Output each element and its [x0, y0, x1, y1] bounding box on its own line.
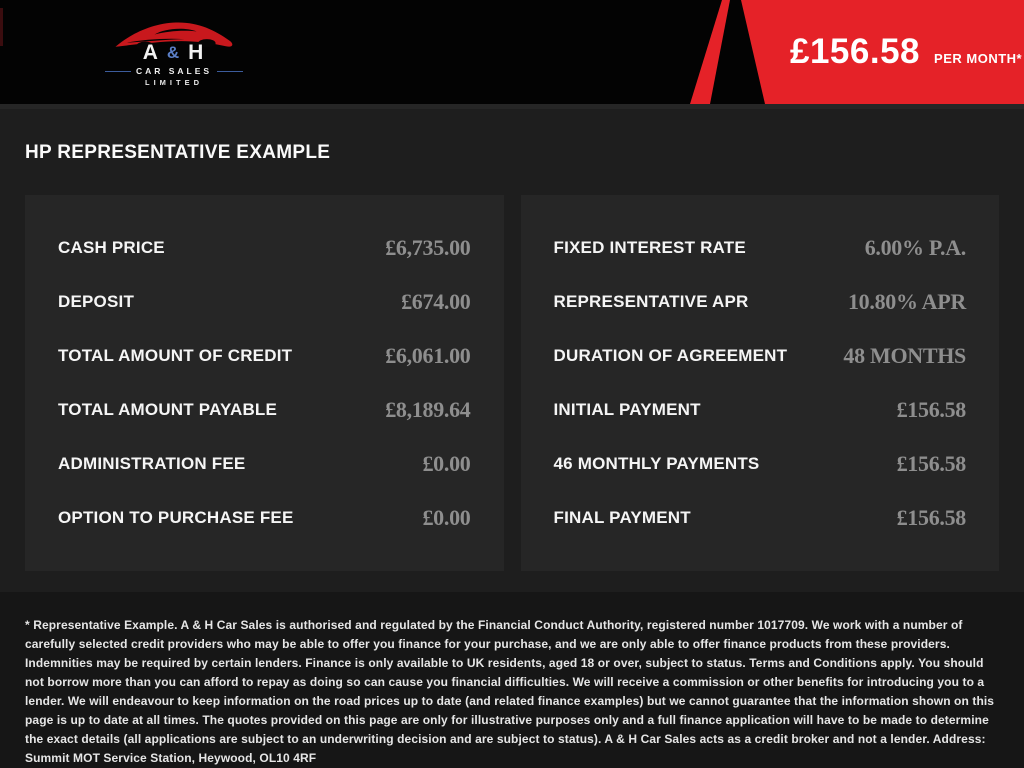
finance-value: £0.00	[422, 451, 471, 476]
logo-ampersand: &	[166, 43, 182, 62]
finance-label: CASH PRICE	[58, 238, 165, 257]
finance-value: £0.00	[422, 505, 471, 530]
finance-row-initial-payment: INITIAL PAYMENT £156.58	[554, 383, 967, 437]
finance-value: £156.58	[896, 505, 967, 530]
finance-panel-left: CASH PRICE £6,735.00 DEPOSIT £674.00 TOT…	[25, 195, 504, 571]
price-banner-content: £156.58 PER MONTH*	[790, 0, 1022, 104]
disclaimer-text: * Representative Example. A & H Car Sale…	[25, 618, 995, 765]
finance-row-duration: DURATION OF AGREEMENT 48 MONTHS	[554, 329, 967, 383]
finance-label: INITIAL PAYMENT	[553, 400, 701, 419]
finance-row-monthly-payments: 46 MONTHLY PAYMENTS £156.58	[554, 437, 967, 491]
monthly-price: £156.58	[790, 32, 921, 71]
finance-panel-right: FIXED INTEREST RATE 6.00% P.A. REPRESENT…	[520, 195, 999, 571]
finance-label: REPRESENTATIVE APR	[553, 292, 749, 311]
edge-smudge	[0, 8, 3, 46]
finance-label: 46 MONTHLY PAYMENTS	[553, 454, 760, 473]
finance-label: FINAL PAYMENT	[553, 508, 691, 527]
logo-name: A & H	[143, 41, 206, 65]
logo-letter-h: H	[188, 41, 206, 64]
footer: * Representative Example. A & H Car Sale…	[0, 592, 1024, 768]
finance-label: OPTION TO PURCHASE FEE	[58, 508, 294, 527]
finance-row-interest-rate: FIXED INTEREST RATE 6.00% P.A.	[554, 221, 967, 275]
header: A & H CAR SALES LIMITED £156.58 PER MONTH*	[0, 0, 1024, 104]
finance-row-total-payable: TOTAL AMOUNT PAYABLE £8,189.64	[58, 383, 471, 437]
finance-row-final-payment: FINAL PAYMENT £156.58	[554, 491, 967, 545]
car-logo-icon	[115, 22, 233, 50]
logo-car-sales-text: CAR SALES	[105, 66, 243, 76]
finance-value: £674.00	[401, 289, 471, 314]
finance-panels: CASH PRICE £6,735.00 DEPOSIT £674.00 TOT…	[25, 195, 999, 571]
finance-value: 6.00% P.A.	[864, 235, 967, 260]
finance-label: DURATION OF AGREEMENT	[553, 346, 788, 365]
finance-label: TOTAL AMOUNT OF CREDIT	[58, 346, 293, 365]
finance-row-cash-price: CASH PRICE £6,735.00	[58, 221, 471, 275]
finance-value: 48 MONTHS	[843, 343, 966, 368]
price-banner	[741, 0, 1024, 104]
main-content: HP REPRESENTATIVE EXAMPLE CASH PRICE £6,…	[0, 109, 1024, 571]
finance-value: £6,735.00	[385, 235, 471, 260]
finance-label: TOTAL AMOUNT PAYABLE	[58, 400, 278, 419]
finance-value: 10.80% APR	[847, 289, 966, 314]
finance-row-admin-fee: ADMINISTRATION FEE £0.00	[58, 437, 471, 491]
finance-label: DEPOSIT	[58, 292, 135, 311]
page-title: HP REPRESENTATIVE EXAMPLE	[25, 142, 331, 163]
finance-value: £8,189.64	[385, 397, 471, 422]
finance-value: £156.58	[896, 397, 967, 422]
finance-label: FIXED INTEREST RATE	[553, 238, 746, 257]
dealer-logo: A & H CAR SALES LIMITED	[108, 16, 240, 87]
logo-letter-a: A	[142, 41, 160, 64]
finance-label: ADMINISTRATION FEE	[58, 454, 246, 473]
finance-value: £156.58	[896, 451, 967, 476]
finance-row-total-credit: TOTAL AMOUNT OF CREDIT £6,061.00	[58, 329, 471, 383]
finance-value: £6,061.00	[385, 343, 471, 368]
logo-limited-text: LIMITED	[145, 78, 203, 87]
monthly-price-suffix: PER MONTH*	[934, 50, 1023, 66]
finance-row-apr: REPRESENTATIVE APR 10.80% APR	[554, 275, 967, 329]
finance-row-purchase-fee: OPTION TO PURCHASE FEE £0.00	[58, 491, 471, 545]
header-divider	[0, 104, 1024, 109]
finance-row-deposit: DEPOSIT £674.00	[58, 275, 471, 329]
